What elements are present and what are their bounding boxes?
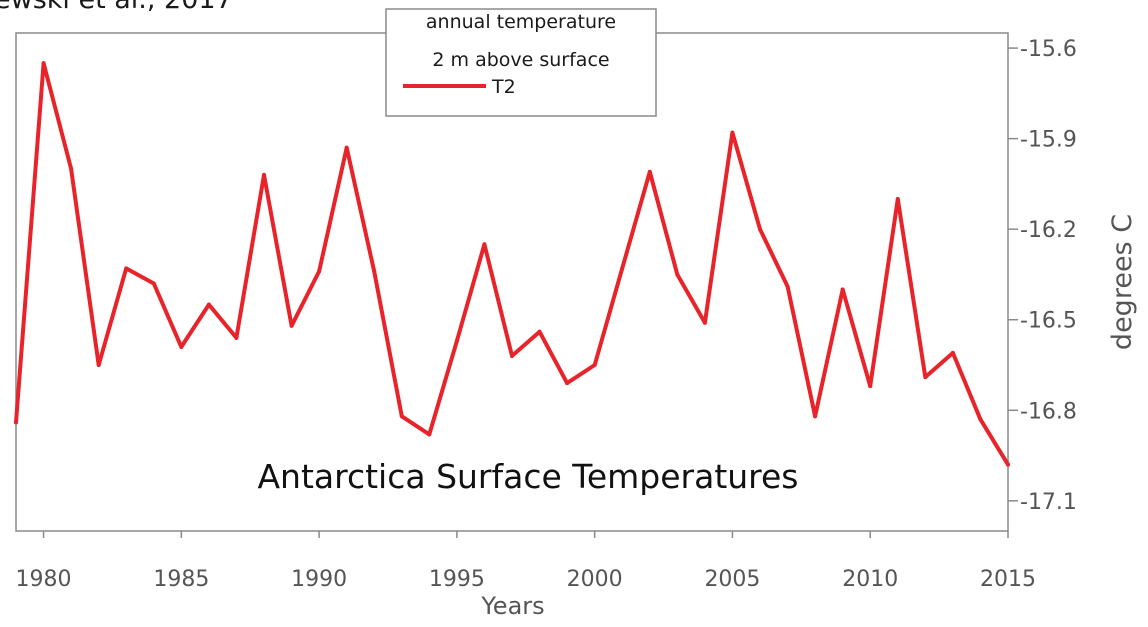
data-point xyxy=(923,375,928,380)
data-point xyxy=(840,287,845,292)
data-point xyxy=(758,227,762,232)
legend: annual temperature 2 m above surface T2 xyxy=(385,8,657,117)
x-tick-label: 1995 xyxy=(429,567,485,592)
data-point xyxy=(730,130,735,135)
y-axis: -15.6 -15.9 -16.2 -16.5 -16.8 -17.1 xyxy=(1008,37,1077,515)
data-point xyxy=(978,417,983,422)
data-point xyxy=(565,381,570,386)
data-point xyxy=(372,269,377,274)
legend-title-line-1: annual temperature xyxy=(426,11,616,33)
data-point xyxy=(96,363,101,367)
data-point xyxy=(813,414,818,419)
data-point xyxy=(592,363,597,367)
data-point xyxy=(41,61,46,66)
x-tick-label: 1990 xyxy=(291,567,347,592)
data-point xyxy=(262,172,266,177)
x-tick-label: 2010 xyxy=(842,567,898,592)
y-tick-label: -16.8 xyxy=(1020,399,1077,424)
y-tick-label: -16.2 xyxy=(1020,218,1077,243)
data-point xyxy=(317,269,322,274)
data-point xyxy=(675,272,680,277)
x-axis: 1980 1985 1990 1995 2000 2005 2010 2015 xyxy=(16,531,1036,592)
y-tick-label: -15.9 xyxy=(1020,128,1077,153)
x-tick-label: 2005 xyxy=(704,567,760,592)
y-tick-label: -17.1 xyxy=(1020,490,1077,515)
data-point xyxy=(702,320,707,325)
data-point xyxy=(124,266,129,271)
legend-entry-t2: T2 xyxy=(491,76,516,98)
source-caption: ewski et al., 2017 xyxy=(0,0,233,15)
data-point xyxy=(510,353,514,358)
data-point xyxy=(151,281,156,286)
chart-title: Antarctica Surface Temperatures xyxy=(257,457,798,496)
data-point xyxy=(868,384,873,389)
x-tick-label: 2000 xyxy=(567,567,623,592)
data-point xyxy=(537,329,542,334)
data-point xyxy=(69,166,74,171)
legend-title-line-2: 2 m above surface xyxy=(432,49,609,71)
data-point xyxy=(785,284,790,289)
series-line-t2 xyxy=(14,61,1010,467)
data-point xyxy=(399,414,404,419)
data-point xyxy=(950,350,955,355)
data-point xyxy=(14,420,18,425)
data-point xyxy=(482,242,487,247)
data-point xyxy=(206,302,211,307)
data-point xyxy=(179,344,184,349)
x-tick-label: 1985 xyxy=(153,567,209,592)
x-tick-label: 1980 xyxy=(16,567,72,592)
data-point xyxy=(454,338,459,343)
data-point xyxy=(289,323,294,328)
data-point xyxy=(895,197,900,201)
data-point xyxy=(344,145,349,150)
x-tick-label: 2015 xyxy=(980,567,1036,592)
data-point xyxy=(234,335,239,340)
data-point xyxy=(1006,462,1010,467)
legend-box xyxy=(385,8,657,117)
y-tick-label: -16.5 xyxy=(1020,309,1077,334)
data-point xyxy=(427,432,432,437)
data-point xyxy=(620,266,625,271)
y-axis-label: degrees C xyxy=(1107,214,1138,350)
data-point xyxy=(647,169,652,174)
x-axis-label: Years xyxy=(480,592,544,620)
y-tick-label: -15.6 xyxy=(1020,37,1077,62)
series-layer xyxy=(14,61,1010,467)
